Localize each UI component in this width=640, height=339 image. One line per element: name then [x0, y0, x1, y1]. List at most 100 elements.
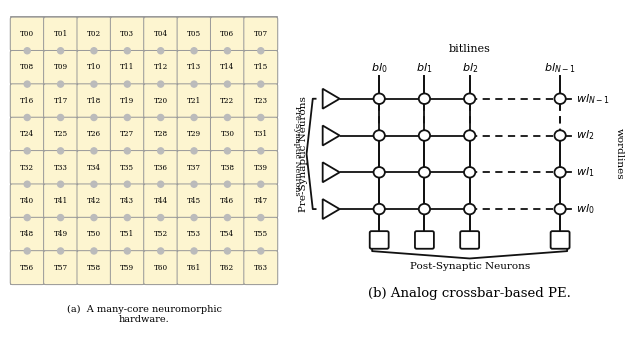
FancyBboxPatch shape [144, 151, 178, 184]
FancyBboxPatch shape [244, 84, 278, 118]
FancyBboxPatch shape [110, 251, 144, 285]
Text: T35: T35 [120, 163, 134, 172]
Circle shape [464, 94, 476, 104]
Text: $bl_0$: $bl_0$ [371, 61, 387, 75]
FancyBboxPatch shape [211, 184, 244, 218]
FancyBboxPatch shape [10, 17, 44, 51]
Text: T41: T41 [54, 197, 68, 205]
Circle shape [91, 48, 97, 54]
Circle shape [124, 215, 131, 221]
Circle shape [157, 148, 164, 154]
Circle shape [191, 148, 197, 154]
FancyBboxPatch shape [77, 51, 111, 84]
Text: T21: T21 [187, 97, 201, 105]
Text: T08: T08 [20, 63, 35, 72]
Circle shape [419, 167, 430, 178]
Text: T03: T03 [120, 30, 134, 38]
Circle shape [191, 48, 197, 54]
Text: T48: T48 [20, 230, 35, 238]
Circle shape [24, 48, 30, 54]
Circle shape [91, 215, 97, 221]
FancyBboxPatch shape [144, 117, 178, 151]
FancyBboxPatch shape [211, 17, 244, 51]
Text: T02: T02 [87, 30, 101, 38]
Text: T22: T22 [220, 97, 234, 105]
Text: T19: T19 [120, 97, 134, 105]
FancyBboxPatch shape [415, 231, 434, 249]
Text: T62: T62 [220, 264, 234, 272]
Circle shape [225, 248, 230, 254]
FancyBboxPatch shape [44, 117, 77, 151]
FancyBboxPatch shape [10, 84, 44, 118]
Circle shape [191, 181, 197, 187]
Text: T52: T52 [154, 230, 168, 238]
FancyBboxPatch shape [177, 84, 211, 118]
Text: T49: T49 [54, 230, 68, 238]
Circle shape [124, 248, 131, 254]
Circle shape [374, 204, 385, 214]
Text: (b) Analog crossbar-based PE.: (b) Analog crossbar-based PE. [368, 287, 571, 300]
FancyBboxPatch shape [77, 17, 111, 51]
Circle shape [24, 148, 30, 154]
Circle shape [157, 181, 164, 187]
Circle shape [91, 81, 97, 87]
Circle shape [24, 115, 30, 120]
FancyBboxPatch shape [44, 184, 77, 218]
Text: T55: T55 [253, 230, 268, 238]
Circle shape [157, 115, 164, 120]
Circle shape [58, 181, 63, 187]
Text: T32: T32 [20, 163, 34, 172]
Text: wordlines: wordlines [615, 128, 624, 180]
Circle shape [91, 115, 97, 120]
Text: T45: T45 [187, 197, 201, 205]
Text: bitlines: bitlines [449, 44, 491, 54]
Text: T29: T29 [187, 130, 201, 138]
Text: T42: T42 [87, 197, 101, 205]
FancyBboxPatch shape [211, 51, 244, 84]
FancyBboxPatch shape [110, 217, 144, 251]
Circle shape [157, 215, 164, 221]
FancyBboxPatch shape [110, 151, 144, 184]
Text: T20: T20 [154, 97, 168, 105]
Text: T44: T44 [154, 197, 168, 205]
Circle shape [374, 167, 385, 178]
Text: T57: T57 [54, 264, 68, 272]
Circle shape [58, 248, 63, 254]
Circle shape [225, 215, 230, 221]
Circle shape [24, 248, 30, 254]
Text: Pre-Synaptic Neurons: Pre-Synaptic Neurons [292, 106, 301, 196]
FancyBboxPatch shape [77, 251, 111, 285]
Text: T46: T46 [220, 197, 234, 205]
Text: T12: T12 [154, 63, 168, 72]
Circle shape [374, 130, 385, 141]
Circle shape [464, 167, 476, 178]
Circle shape [225, 48, 230, 54]
Circle shape [554, 167, 566, 178]
Text: $wl_2$: $wl_2$ [575, 128, 594, 142]
FancyBboxPatch shape [44, 251, 77, 285]
Text: T54: T54 [220, 230, 234, 238]
Text: T38: T38 [220, 163, 234, 172]
FancyBboxPatch shape [244, 217, 278, 251]
FancyBboxPatch shape [177, 217, 211, 251]
FancyBboxPatch shape [144, 184, 178, 218]
Text: T14: T14 [220, 63, 234, 72]
FancyBboxPatch shape [44, 84, 77, 118]
Circle shape [374, 94, 385, 104]
Text: T17: T17 [54, 97, 68, 105]
Circle shape [554, 130, 566, 141]
Circle shape [554, 204, 566, 214]
Circle shape [24, 81, 30, 87]
FancyBboxPatch shape [10, 117, 44, 151]
Text: T05: T05 [187, 30, 201, 38]
Text: T11: T11 [120, 63, 134, 72]
Text: $wl_1$: $wl_1$ [575, 165, 594, 179]
FancyBboxPatch shape [211, 217, 244, 251]
Circle shape [419, 130, 430, 141]
Circle shape [191, 215, 197, 221]
Circle shape [191, 115, 197, 120]
FancyBboxPatch shape [211, 84, 244, 118]
Circle shape [91, 148, 97, 154]
Text: T36: T36 [154, 163, 168, 172]
FancyBboxPatch shape [144, 217, 178, 251]
